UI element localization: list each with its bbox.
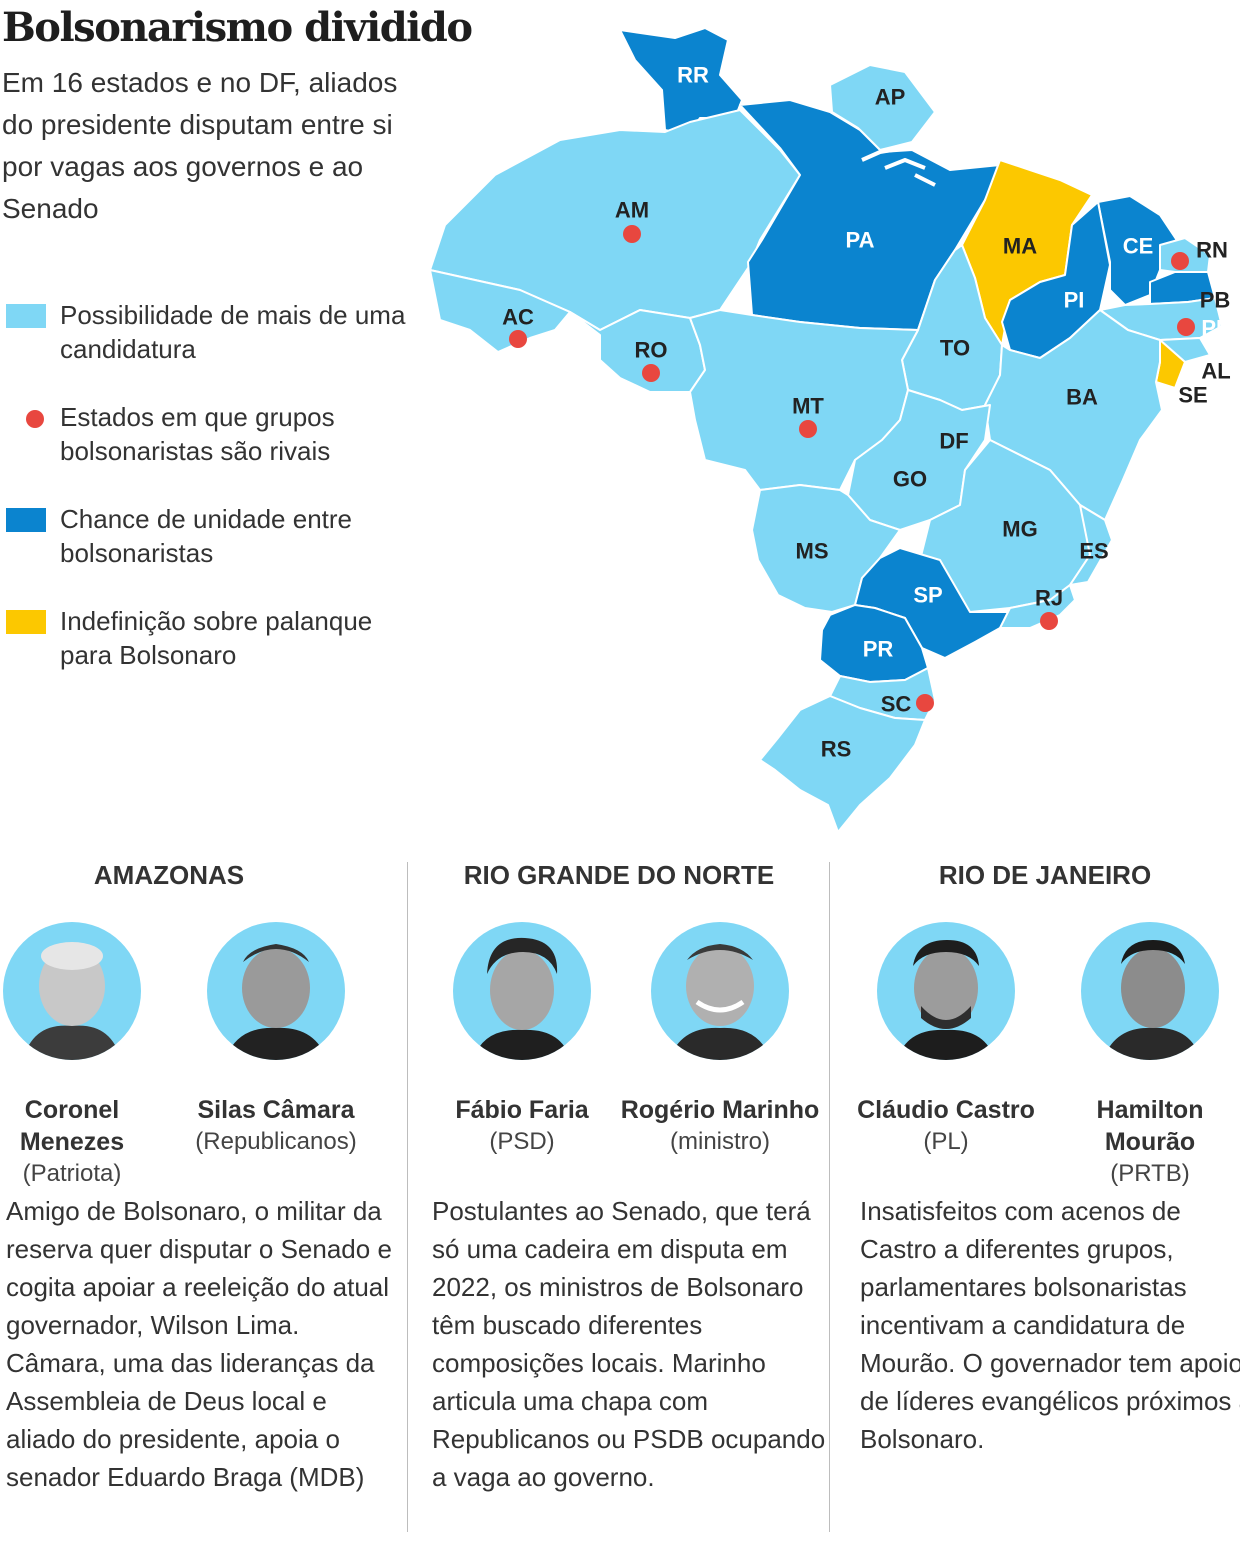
state-label-al: AL (1201, 359, 1230, 384)
column-divider (829, 862, 830, 1532)
legend-item-rival: Estados em que grupos bolsonaristas são … (6, 400, 426, 468)
column-heading: AMAZONAS (93, 860, 245, 890)
state-label-df: DF (939, 429, 968, 454)
person-party: (ministro) (670, 1128, 770, 1155)
state-label-rj: RJ (1035, 586, 1063, 611)
state-label-rn: RN (1196, 238, 1228, 263)
legend-item-yellow: Indefinição sobre palanque para Bolsonar… (6, 604, 426, 672)
person-name: Rogério Marinho (620, 1096, 820, 1124)
person-card: Coronel Menezes (Patriota) (0, 922, 172, 1190)
rival-dot-ac (509, 330, 527, 348)
person-name: Hamilton Mourão (1096, 1096, 1204, 1156)
state-label-ro: RO (635, 338, 668, 363)
state-label-se: SE (1178, 383, 1207, 408)
page-title: Bolsonarismo dividido (2, 4, 473, 51)
person-name: Silas Câmara (197, 1096, 355, 1124)
portrait-photo (1081, 922, 1219, 1060)
state-label-sp: SP (913, 583, 942, 608)
state-label-pe: PE (1201, 316, 1230, 341)
person-card: Rogério Marinho (ministro) (620, 922, 820, 1158)
state-label-ma: MA (1003, 234, 1037, 259)
person-card: Hamilton Mourão (PRTB) (1050, 922, 1240, 1190)
state-label-pr: PR (863, 637, 894, 662)
person-name: Fábio Faria (455, 1096, 589, 1124)
legend-item-light: Possibilidade de mais de uma candidatura (6, 298, 426, 366)
legend-label: Indefinição sobre palanque para Bolsonar… (60, 606, 373, 670)
rival-dot-rn (1171, 252, 1189, 270)
portrait-photo (651, 922, 789, 1060)
legend-swatch-dark (6, 508, 46, 532)
rival-dot-mt (799, 420, 817, 438)
state-label-sc: SC (881, 692, 912, 717)
person-name: Cláudio Castro (857, 1096, 1035, 1124)
state-label-ba: BA (1066, 385, 1098, 410)
rival-dot-pe (1177, 318, 1195, 336)
legend-swatch-rival-dot (26, 410, 44, 428)
rival-dot-sc (916, 694, 934, 712)
person-card: Fábio Faria (PSD) (422, 922, 622, 1158)
rival-dot-am (623, 225, 641, 243)
column-text: Postulantes ao Senado, que terá só uma c… (432, 1196, 826, 1492)
portrait-photo (877, 922, 1015, 1060)
column-divider (407, 862, 408, 1532)
person-card: Cláudio Castro (PL) (846, 922, 1046, 1158)
state-label-es: ES (1079, 539, 1108, 564)
person-party: (Patriota) (22, 1160, 122, 1187)
rival-dot-ro (642, 364, 660, 382)
state-label-mt: MT (792, 394, 824, 419)
subtitle: Em 16 estados e no DF, aliados do presid… (2, 67, 398, 224)
legend-item-dark: Chance de unidade entre bolsonaristas (6, 502, 426, 570)
state-label-mg: MG (1002, 517, 1037, 542)
legend: Possibilidade de mais de uma candidatura… (6, 298, 426, 706)
state-rj (999, 584, 1076, 629)
state-rs (759, 695, 926, 833)
state-label-ce: CE (1123, 234, 1154, 259)
rival-dot-rj (1040, 612, 1058, 630)
legend-label: Chance de unidade entre bolsonaristas (60, 504, 353, 568)
person-card: Silas Câmara (Republicanos) (176, 922, 376, 1158)
state-label-pi: PI (1064, 288, 1085, 313)
person-party: (Republicanos) (195, 1128, 357, 1155)
portrait-photo (3, 922, 141, 1060)
portrait-photo (453, 922, 591, 1060)
state-label-ap: AP (875, 85, 906, 110)
person-party: (PL) (923, 1128, 969, 1155)
state-label-am: AM (615, 198, 649, 223)
legend-swatch-light (6, 304, 46, 328)
person-party: (PRTB) (1110, 1160, 1190, 1187)
state-label-go: GO (893, 467, 927, 492)
legend-swatch-yellow (6, 610, 46, 634)
portrait-photo (207, 922, 345, 1060)
column-heading: RIO GRANDE DO NORTE (463, 860, 775, 890)
river-channels (861, 138, 952, 187)
column-heading: RIO DE JANEIRO (938, 860, 1152, 890)
state-label-pa: PA (846, 228, 875, 253)
state-label-to: TO (940, 336, 970, 361)
state-label-ms: MS (796, 539, 829, 564)
state-label-ac: AC (502, 305, 534, 330)
state-es (1069, 504, 1113, 586)
legend-label: Estados em que grupos bolsonaristas são … (60, 402, 335, 466)
state-label-rr: RR (677, 63, 709, 88)
column-text: Insatisfeitos com acenos de Castro a dif… (860, 1196, 1240, 1454)
person-party: (PSD) (489, 1128, 555, 1155)
legend-label: Possibilidade de mais de uma candidatura (60, 300, 406, 364)
state-label-pb: PB (1200, 288, 1231, 313)
column-text: Amigo de Bolsonaro, o militar da reserva… (6, 1196, 392, 1492)
state-label-rs: RS (821, 737, 852, 762)
person-name: Coronel Menezes (19, 1096, 125, 1156)
state-ac (429, 269, 571, 353)
